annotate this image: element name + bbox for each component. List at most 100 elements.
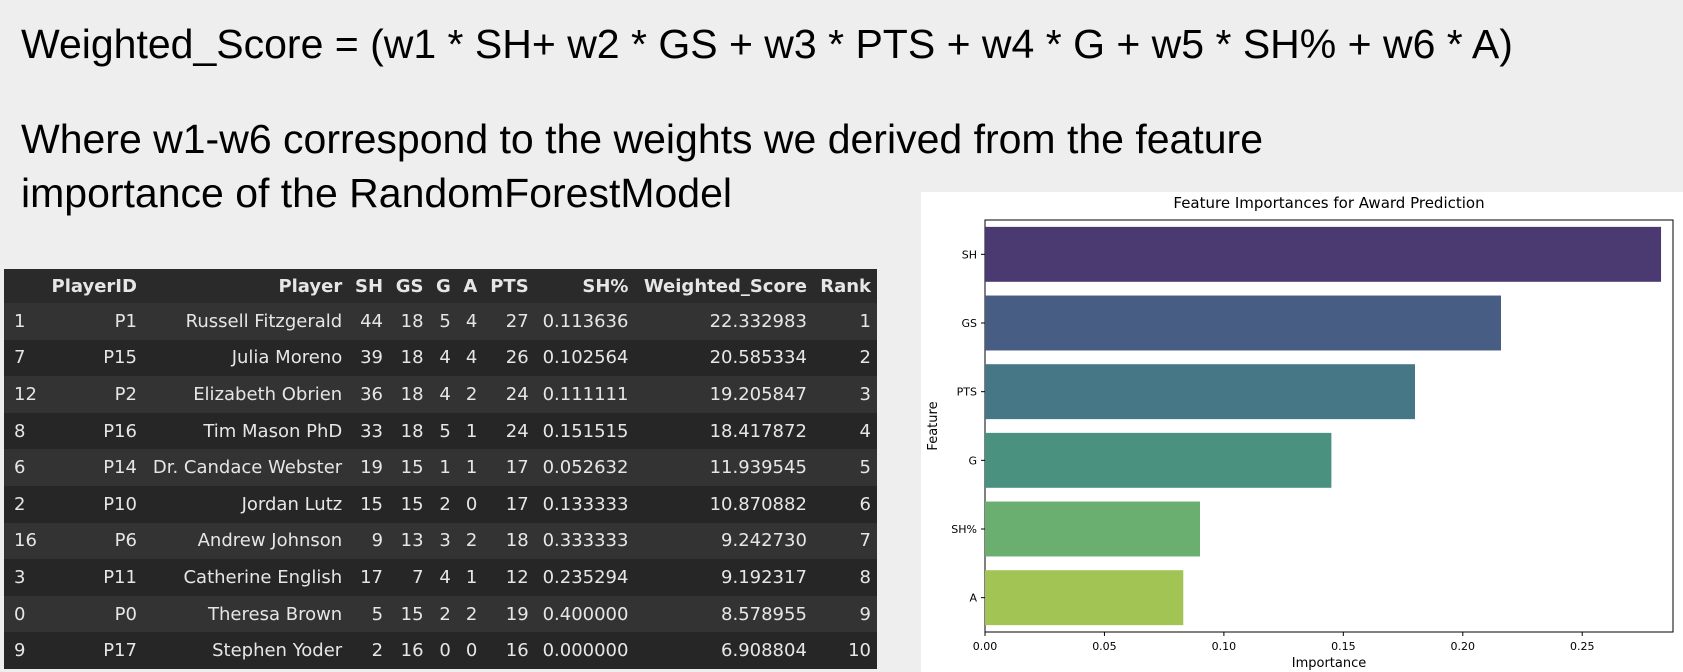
table-cell: 9.192317 xyxy=(634,559,813,596)
table-cell: 10.870882 xyxy=(634,485,813,523)
table-cell: 15 xyxy=(389,449,430,486)
table-row: 2 P10 Jordan Lutz 15 15 2 0 17 0.133333 10.870882… xyxy=(4,485,877,523)
table-cell: 36 xyxy=(348,376,390,413)
table-cell: 16 xyxy=(483,632,535,669)
column-header xyxy=(4,269,44,303)
table-row: 9 P17 Stephen Yoder 2 16 0 0 16 0.000000 6.908804… xyxy=(4,632,877,669)
table-cell: 7 xyxy=(389,559,430,596)
table-cell: 17 xyxy=(483,485,535,523)
table-cell: 15 xyxy=(348,485,390,523)
table-cell: 2 xyxy=(4,485,44,523)
table-cell: 2 xyxy=(812,339,877,377)
results-table-panel: PlayerID Player SH GS G A PTS SH% Weight… xyxy=(4,269,877,669)
table-cell: 3 xyxy=(812,376,877,413)
x-tick-label: 0.20 xyxy=(1451,640,1476,653)
column-header: SH% xyxy=(534,269,635,303)
bar-a xyxy=(985,570,1184,626)
table-cell: 0 xyxy=(456,485,484,523)
table-cell: 22.332983 xyxy=(634,303,813,340)
table-cell: 16 xyxy=(4,522,44,560)
table-row: 1 P1 Russell Fitzgerald 44 18 5 4 27 0.113636 22.… xyxy=(4,303,877,340)
table-row: 6 P14 Dr. Candace Webster 19 15 1 1 17 0.052632 1… xyxy=(4,449,877,486)
bar-gs xyxy=(985,295,1501,351)
table-cell: 11.939545 xyxy=(634,449,813,486)
description-text: Where w1-w6 correspond to the weights we… xyxy=(21,116,1263,216)
table-cell: 12 xyxy=(4,376,44,413)
table-cell: 7 xyxy=(812,522,877,560)
column-header: GS xyxy=(389,269,430,303)
column-header: Weighted_Score xyxy=(634,269,813,303)
x-tick-label: 0.25 xyxy=(1570,640,1595,653)
table-cell: 13 xyxy=(389,522,430,560)
y-tick-label: G xyxy=(968,454,977,467)
table-cell: 3 xyxy=(4,559,44,596)
table-cell: 18 xyxy=(389,376,430,413)
chart-title: Feature Importances for Award Prediction xyxy=(1173,194,1484,212)
table-cell: 19 xyxy=(483,595,535,633)
table-cell: 4 xyxy=(429,559,457,596)
table-cell: Theresa Brown xyxy=(142,595,349,633)
table-cell: 0.111111 xyxy=(534,376,635,413)
table-cell: 44 xyxy=(348,303,390,340)
table-cell: 19.205847 xyxy=(634,376,813,413)
table-cell: 9.242730 xyxy=(634,522,813,560)
table-cell: Dr. Candace Webster xyxy=(142,449,349,486)
table-cell: P10 xyxy=(43,485,143,523)
chart-svg: Feature Importances for Award Prediction… xyxy=(926,194,1674,671)
table-cell: 3 xyxy=(429,522,457,560)
table-cell: 0.113636 xyxy=(534,303,635,340)
table-cell: P15 xyxy=(43,339,143,377)
table-cell: 20.585334 xyxy=(634,339,813,377)
formula-text: Weighted_Score = (w1 * SH+ w2 * GS + w3 … xyxy=(21,21,1513,67)
table-cell: 15 xyxy=(389,595,430,633)
table-body: 1 P1 Russell Fitzgerald 44 18 5 4 27 0.113636 22.… xyxy=(4,303,877,669)
table-cell: 5 xyxy=(429,412,457,450)
table-row: 16 P6 Andrew Johnson 9 13 3 2 18 0.333333 9.24273… xyxy=(4,522,877,560)
y-tick-label: A xyxy=(969,592,977,605)
table-cell: 19 xyxy=(348,449,390,486)
table-cell: P0 xyxy=(43,595,143,633)
x-axis-label: Importance xyxy=(1292,656,1367,671)
y-tick-label: SH xyxy=(962,248,977,261)
table-cell: 0.133333 xyxy=(534,485,635,523)
table-cell: 0 xyxy=(429,632,457,669)
table-cell: 2 xyxy=(429,595,457,633)
table-cell: 0.235294 xyxy=(534,559,635,596)
table-cell: Elizabeth Obrien xyxy=(142,376,349,413)
table-cell: P2 xyxy=(43,376,143,413)
table-cell: 18 xyxy=(389,303,430,340)
table-cell: 1 xyxy=(429,449,457,486)
table-cell: 18 xyxy=(389,339,430,377)
bar-sh-pct xyxy=(985,501,1200,557)
table-cell: 1 xyxy=(456,449,484,486)
x-tick-label: 0.15 xyxy=(1331,640,1356,653)
table-cell: Catherine English xyxy=(142,559,349,596)
table-cell: 9 xyxy=(4,632,44,669)
table-cell: 1 xyxy=(812,303,877,340)
table-cell: 0.102564 xyxy=(534,339,635,377)
table-cell: 18 xyxy=(389,412,430,450)
table-cell: 1 xyxy=(4,303,44,340)
table-cell: 4 xyxy=(429,339,457,377)
table-cell: 9 xyxy=(812,595,877,633)
plot-area xyxy=(984,219,1674,633)
table-cell: Andrew Johnson xyxy=(142,522,349,560)
table-cell: Tim Mason PhD xyxy=(142,412,349,450)
table-cell: 0 xyxy=(456,632,484,669)
feature-importance-chart: Feature Importances for Award Prediction… xyxy=(921,192,1683,672)
table-cell: 4 xyxy=(812,412,877,450)
table-cell: Russell Fitzgerald xyxy=(142,303,349,340)
table-cell: 5 xyxy=(429,303,457,340)
bars xyxy=(985,226,1662,626)
table-cell: 8 xyxy=(4,412,44,450)
y-tick-label: PTS xyxy=(957,386,977,399)
x-tick-label: 0.10 xyxy=(1212,640,1237,653)
table-cell: 17 xyxy=(483,449,535,486)
table-cell: 10 xyxy=(812,632,877,669)
table-cell: 12 xyxy=(483,559,535,596)
table-cell: 2 xyxy=(456,376,484,413)
bar-sh xyxy=(985,226,1662,282)
table-row: 3 P11 Catherine English 17 7 4 1 12 0.235294 9.19… xyxy=(4,559,877,596)
y-axis-label: Feature xyxy=(926,401,941,450)
table-cell: 6 xyxy=(812,485,877,523)
